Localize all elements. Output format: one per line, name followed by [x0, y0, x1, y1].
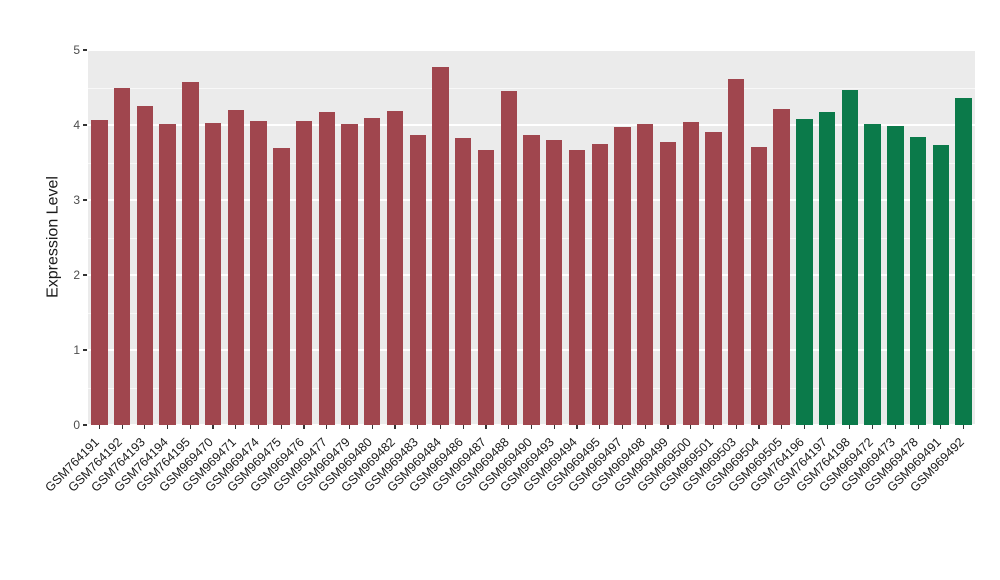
x-tick-mark [348, 425, 351, 429]
x-tick-mark [121, 425, 123, 429]
bar [750, 146, 768, 425]
x-tick-mark [644, 425, 646, 429]
bar [341, 123, 358, 425]
x-tick-mark [280, 425, 282, 429]
x-tick-mark [553, 425, 555, 429]
bar [455, 137, 472, 425]
bar [546, 140, 563, 425]
x-tick-mark [599, 425, 601, 429]
gridline-major [88, 124, 975, 126]
bar [273, 147, 290, 425]
y-tick-label: 0 [73, 418, 80, 432]
x-tick-mark [144, 425, 146, 429]
gridline-major [88, 49, 975, 51]
bar [500, 91, 517, 425]
x-tick-mark [371, 425, 373, 429]
x-tick-mark [508, 425, 510, 429]
x-tick-mark [417, 425, 419, 429]
x-tick-mark [303, 425, 305, 429]
bar [523, 134, 540, 425]
bar [318, 111, 335, 425]
x-tick-mark [621, 425, 624, 429]
y-tick-label: 1 [73, 343, 80, 357]
y-tick-label: 4 [73, 118, 80, 132]
x-tick-mark [667, 425, 669, 429]
bar [614, 126, 631, 425]
bar [182, 81, 199, 425]
bar [227, 110, 245, 425]
x-tick-mark [212, 425, 214, 429]
y-tick-mark [83, 349, 87, 351]
y-tick-mark [83, 124, 87, 126]
bar [796, 119, 813, 425]
x-tick-mark [872, 425, 874, 429]
x-tick-mark [781, 425, 783, 429]
bar [591, 143, 608, 425]
bar [364, 117, 381, 425]
x-tick-mark [690, 425, 692, 429]
bar [295, 120, 313, 425]
x-tick-mark [894, 425, 896, 429]
x-tick-mark [485, 425, 487, 429]
bar [204, 122, 222, 425]
bar [728, 79, 745, 425]
bar [91, 119, 108, 425]
bar [432, 66, 449, 425]
x-tick-mark [735, 425, 737, 429]
bar [409, 134, 426, 425]
bar [682, 122, 699, 425]
bar [477, 149, 495, 425]
y-tick-mark [83, 199, 87, 201]
bar [887, 125, 904, 425]
bar [250, 120, 267, 425]
bar [841, 89, 859, 425]
x-tick-mark [257, 425, 260, 429]
y-axis-title: Expression Level [44, 176, 62, 298]
x-tick-mark [963, 425, 965, 429]
bar [909, 137, 927, 425]
x-tick-mark [758, 425, 760, 429]
gridline-minor [88, 87, 975, 89]
plot-panel [88, 49, 975, 426]
x-tick-mark [576, 425, 578, 429]
x-tick-mark [394, 425, 396, 429]
bar [136, 106, 154, 425]
x-tick-mark [326, 425, 328, 429]
bar [113, 87, 131, 425]
x-tick-mark [917, 425, 919, 429]
y-tick-label: 2 [73, 268, 80, 282]
x-tick-mark [189, 425, 191, 429]
x-tick-mark [98, 425, 100, 429]
bar [386, 110, 404, 425]
x-tick-mark [803, 425, 805, 429]
x-tick-mark [462, 425, 464, 429]
x-tick-mark [235, 425, 237, 429]
y-tick-mark [83, 424, 87, 426]
x-tick-mark [712, 425, 715, 429]
bar [705, 131, 722, 425]
x-tick-mark [530, 425, 533, 429]
y-tick-mark [83, 274, 87, 276]
x-tick-mark [826, 425, 828, 429]
y-tick-mark [83, 49, 87, 51]
x-tick-mark [940, 425, 942, 429]
bar [568, 149, 586, 425]
bar [773, 109, 790, 425]
bar [864, 123, 881, 425]
bar [637, 123, 654, 425]
bar [659, 142, 677, 425]
x-tick-mark [439, 425, 442, 429]
bar [932, 145, 950, 425]
y-tick-label: 5 [73, 43, 80, 57]
bar [955, 98, 972, 425]
x-tick-mark [849, 425, 851, 429]
y-tick-label: 3 [73, 193, 80, 207]
x-tick-mark [167, 425, 169, 429]
bar [818, 111, 836, 425]
bar [159, 124, 176, 425]
